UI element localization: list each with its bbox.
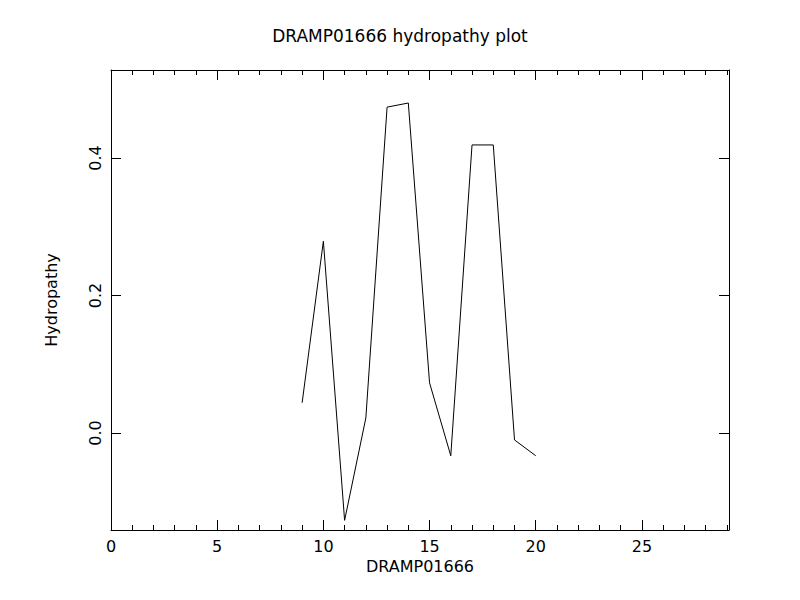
svg-text:20: 20 <box>526 537 546 556</box>
svg-text:0.0: 0.0 <box>86 420 105 445</box>
svg-text:15: 15 <box>419 537 439 556</box>
svg-text:DRAMP01666 hydropathy plot: DRAMP01666 hydropathy plot <box>272 26 528 46</box>
svg-text:10: 10 <box>313 537 333 556</box>
svg-text:0.4: 0.4 <box>86 145 105 170</box>
svg-text:Hydropathy: Hydropathy <box>42 253 61 347</box>
svg-text:0.2: 0.2 <box>86 283 105 308</box>
svg-text:25: 25 <box>632 537 652 556</box>
svg-text:5: 5 <box>212 537 222 556</box>
svg-text:0: 0 <box>106 537 116 556</box>
svg-text:DRAMP01666: DRAMP01666 <box>366 557 474 576</box>
